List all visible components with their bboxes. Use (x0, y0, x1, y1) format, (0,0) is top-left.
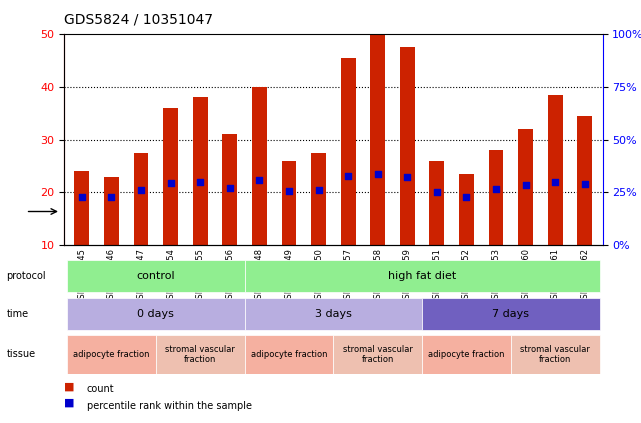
FancyBboxPatch shape (422, 335, 511, 374)
Bar (252, 87, 267, 245)
Bar (548, 95, 563, 245)
FancyBboxPatch shape (67, 335, 156, 374)
Point (550, 179, 560, 185)
Bar (518, 129, 533, 245)
Text: adipocyte fraction: adipocyte fraction (251, 350, 327, 359)
Text: 3 days: 3 days (315, 309, 352, 319)
Text: adipocyte fraction: adipocyte fraction (428, 350, 504, 359)
Bar (222, 135, 237, 245)
Text: stromal vascular
fraction: stromal vascular fraction (520, 345, 590, 364)
FancyBboxPatch shape (67, 298, 245, 330)
FancyBboxPatch shape (511, 335, 599, 374)
Point (372, 171, 383, 178)
Point (136, 187, 146, 194)
Point (106, 193, 117, 200)
FancyBboxPatch shape (156, 335, 245, 374)
FancyBboxPatch shape (245, 260, 599, 292)
FancyBboxPatch shape (422, 298, 599, 330)
Bar (488, 150, 503, 245)
Text: tissue: tissue (6, 349, 35, 360)
Bar (370, 18, 385, 245)
Bar (74, 171, 89, 245)
Point (284, 188, 294, 195)
Point (195, 179, 205, 185)
Text: protocol: protocol (6, 271, 46, 281)
Text: adipocyte fraction: adipocyte fraction (73, 350, 150, 359)
FancyBboxPatch shape (245, 335, 333, 374)
Point (77, 193, 87, 200)
Point (520, 182, 531, 189)
Bar (163, 108, 178, 245)
Text: high fat diet: high fat diet (388, 271, 456, 281)
Text: time: time (6, 309, 29, 319)
Point (254, 176, 265, 183)
Point (224, 185, 235, 192)
FancyBboxPatch shape (333, 335, 422, 374)
Point (343, 172, 353, 179)
Bar (104, 177, 119, 245)
Point (491, 186, 501, 193)
Point (462, 193, 472, 200)
Text: ■: ■ (64, 381, 74, 391)
Bar (311, 153, 326, 245)
Point (165, 180, 176, 187)
Point (432, 189, 442, 196)
Bar (281, 161, 296, 245)
Bar (193, 97, 208, 245)
Text: 0 days: 0 days (137, 309, 174, 319)
Text: stromal vascular
fraction: stromal vascular fraction (343, 345, 413, 364)
Bar (133, 153, 149, 245)
Bar (341, 58, 356, 245)
Bar (578, 116, 592, 245)
FancyBboxPatch shape (245, 298, 422, 330)
Bar (429, 161, 444, 245)
Point (313, 187, 324, 194)
FancyBboxPatch shape (67, 260, 245, 292)
Bar (400, 47, 415, 245)
Text: ■: ■ (64, 398, 74, 408)
Text: GDS5824 / 10351047: GDS5824 / 10351047 (64, 13, 213, 27)
Bar (459, 174, 474, 245)
Point (579, 181, 590, 187)
Text: control: control (137, 271, 175, 281)
Text: count: count (87, 384, 114, 394)
Text: percentile rank within the sample: percentile rank within the sample (87, 401, 251, 411)
Text: stromal vascular
fraction: stromal vascular fraction (165, 345, 235, 364)
Text: 7 days: 7 days (492, 309, 529, 319)
Point (402, 173, 412, 180)
